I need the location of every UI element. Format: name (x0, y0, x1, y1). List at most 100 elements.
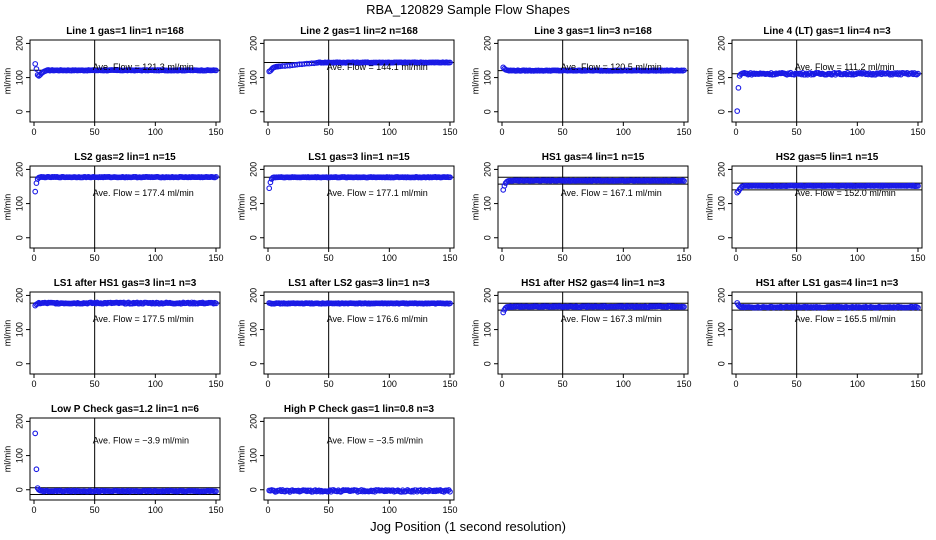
data-point (913, 71, 920, 78)
data-point (915, 304, 921, 311)
data-points (266, 487, 453, 495)
x-tick-label: 0 (265, 379, 270, 389)
x-tick-label: 0 (733, 253, 738, 263)
plot-frame (29, 165, 221, 249)
panel-7: HS1 gas=4 lin=1 n=15 0 50 100 150 0 100 200 ml/m… (470, 152, 691, 263)
data-point (915, 183, 921, 189)
panel-10: LS1 after LS2 gas=3 lin=1 n=3 0 50 100 150 0 1… (236, 278, 457, 389)
data-point (858, 70, 864, 76)
data-point (32, 61, 39, 67)
y-tick-label: 0 (248, 109, 258, 114)
data-point (266, 185, 273, 192)
y-tick-label: 0 (14, 109, 24, 114)
y-tick-label: 200 (716, 288, 726, 303)
x-tick-label: 50 (90, 505, 100, 515)
data-point (447, 174, 453, 181)
x-tick-label: 100 (382, 127, 397, 137)
x-tick-label: 100 (382, 379, 397, 389)
x-tick-label: 50 (324, 379, 334, 389)
y-tick-label: 100 (482, 322, 492, 337)
data-point (213, 67, 219, 74)
panel-title: LS1 gas=3 lin=1 n=15 (308, 152, 410, 163)
x-tick-label: 0 (31, 379, 36, 389)
panel-title: High P Check gas=1 lin=0.8 n=3 (284, 404, 435, 415)
average-flow-annotation: Ave. Flow = −3.9 ml/min (93, 436, 189, 446)
y-tick-label: 200 (248, 162, 258, 177)
average-flow-annotation: Ave. Flow = 177.5 ml/min (93, 314, 194, 324)
x-tick-label: 150 (442, 127, 457, 137)
data-points (734, 69, 921, 114)
x-tick-label: 100 (616, 253, 631, 263)
data-point (32, 430, 39, 437)
data-point (808, 71, 815, 78)
x-tick-label: 150 (208, 253, 223, 263)
y-tick-label: 0 (482, 235, 492, 240)
average-flow-annotation: Ave. Flow = 111.2 ml/min (795, 62, 895, 72)
panel-title: LS1 after HS1 gas=3 lin=1 n=3 (54, 278, 197, 289)
plot-frame (29, 291, 221, 375)
panel-6: LS1 gas=3 lin=1 n=15 0 50 100 150 0 100 200 ml/m… (236, 152, 457, 263)
x-tick-label: 50 (792, 127, 802, 137)
plot-frame (263, 417, 455, 501)
x-tick-label: 50 (90, 379, 100, 389)
y-tick-label: 100 (482, 70, 492, 85)
x-tick-label: 150 (442, 253, 457, 263)
average-flow-annotation: Ave. Flow = −3.5 ml/min (327, 436, 423, 446)
y-tick-label: 100 (482, 196, 492, 211)
panel-title: LS2 gas=2 lin=1 n=15 (74, 152, 176, 163)
data-points (32, 61, 219, 79)
y-tick-label: 200 (14, 162, 24, 177)
data-point (734, 108, 741, 114)
x-tick-label: 0 (31, 505, 36, 515)
data-points (266, 59, 453, 75)
x-tick-label: 50 (558, 379, 568, 389)
x-tick-label: 0 (31, 127, 36, 137)
y-axis-label: ml/min (704, 320, 714, 347)
plot-frame (497, 39, 689, 123)
average-flow-annotation: Ave. Flow = 152.0 ml/min (795, 188, 896, 198)
data-point (869, 71, 875, 78)
data-point (432, 488, 439, 495)
data-point (915, 70, 921, 77)
x-tick-label: 150 (676, 253, 691, 263)
data-point (681, 303, 687, 310)
x-tick-label: 50 (90, 127, 100, 137)
average-flow-annotation: Ave. Flow = 176.6 ml/min (327, 314, 428, 324)
panel-title: Line 2 gas=1 lin=2 n=168 (300, 26, 418, 37)
panel-title: HS1 after HS2 gas=4 lin=1 n=3 (521, 278, 665, 289)
y-tick-label: 100 (248, 196, 258, 211)
average-flow-annotation: Ave. Flow = 177.4 ml/min (93, 188, 194, 198)
y-tick-label: 0 (248, 487, 258, 492)
y-tick-label: 200 (14, 36, 24, 51)
data-point (213, 173, 219, 180)
plot-frame (497, 165, 689, 249)
panel-13: Low P Check gas=1.2 lin=1 n=6 0 50 100 150 0 1… (2, 404, 223, 515)
data-point (771, 71, 778, 78)
panel-title: Low P Check gas=1.2 lin=1 n=6 (51, 404, 199, 415)
y-tick-label: 200 (482, 162, 492, 177)
panel-title: HS1 gas=4 lin=1 n=15 (542, 152, 645, 163)
x-tick-label: 0 (499, 253, 504, 263)
plot-frame (731, 291, 923, 375)
y-tick-label: 200 (716, 162, 726, 177)
x-tick-label: 0 (499, 379, 504, 389)
x-tick-label: 100 (382, 505, 397, 515)
data-points (32, 173, 219, 195)
y-tick-label: 100 (14, 322, 24, 337)
x-tick-label: 100 (148, 127, 163, 137)
x-tick-label: 50 (558, 127, 568, 137)
data-point (735, 84, 742, 91)
x-tick-label: 50 (90, 253, 100, 263)
data-point (33, 66, 40, 72)
x-tick-label: 150 (208, 505, 223, 515)
x-tick-label: 50 (792, 253, 802, 263)
panel-title: LS1 after LS2 gas=3 lin=1 n=3 (288, 278, 430, 289)
x-tick-label: 0 (733, 379, 738, 389)
y-tick-label: 0 (716, 361, 726, 366)
x-tick-label: 0 (265, 505, 270, 515)
data-points (266, 174, 453, 192)
data-points (734, 300, 921, 311)
x-tick-label: 0 (265, 127, 270, 137)
y-tick-label: 200 (716, 36, 726, 51)
